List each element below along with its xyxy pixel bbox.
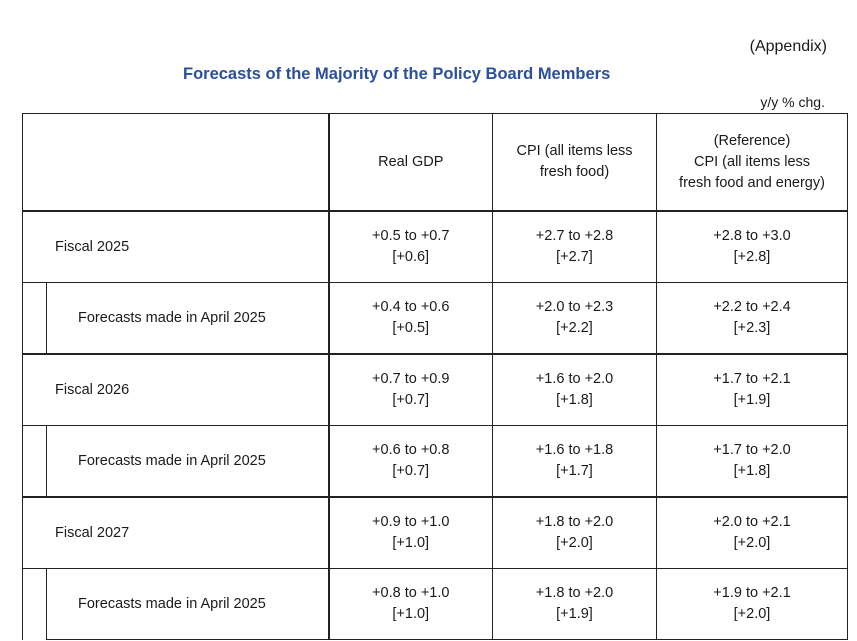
cell-real-gdp: +0.7 to +0.9 [+0.7] bbox=[328, 353, 493, 426]
cell-cpi-reference: +1.7 to +2.0 [+1.8] bbox=[656, 425, 848, 498]
table-row: Forecasts made in April 2025 +0.4 to +0.… bbox=[22, 282, 848, 355]
cell-cpi: +2.7 to +2.8 [+2.7] bbox=[492, 210, 657, 283]
table-row: Fiscal 2027 +0.9 to +1.0 [+1.0] +1.8 to +… bbox=[22, 496, 848, 569]
table-row: Forecasts made in April 2025 +0.6 to +0.… bbox=[22, 425, 848, 498]
cell-cpi-reference: +2.0 to +2.1 [+2.0] bbox=[656, 496, 848, 569]
header-corner bbox=[22, 113, 330, 212]
header-cpi-reference: (Reference) CPI (all items less fresh food… bbox=[656, 113, 848, 212]
row-label: Fiscal 2025 bbox=[22, 210, 330, 283]
row-label: Forecasts made in April 2025 bbox=[46, 425, 330, 498]
forecast-table: Real GDP CPI (all items less fresh food) … bbox=[22, 113, 848, 640]
cell-cpi-reference: +2.8 to +3.0 [+2.8] bbox=[656, 210, 848, 283]
unit-label: y/y % chg. bbox=[760, 94, 825, 110]
cell-cpi-reference: +1.9 to +2.1 [+2.0] bbox=[656, 568, 848, 640]
cell-cpi-reference: +1.7 to +2.1 [+1.9] bbox=[656, 353, 848, 426]
cell-real-gdp: +0.9 to +1.0 [+1.0] bbox=[328, 496, 493, 569]
cell-real-gdp: +0.5 to +0.7 [+0.6] bbox=[328, 210, 493, 283]
row-label: Fiscal 2026 bbox=[22, 353, 330, 426]
header-real-gdp: Real GDP bbox=[328, 113, 493, 212]
cell-cpi: +2.0 to +2.3 [+2.2] bbox=[492, 282, 657, 355]
cell-cpi: +1.8 to +2.0 [+1.9] bbox=[492, 568, 657, 640]
header-cpi: CPI (all items less fresh food) bbox=[492, 113, 657, 212]
indent-spacer bbox=[22, 568, 47, 640]
cell-cpi: +1.6 to +2.0 [+1.8] bbox=[492, 353, 657, 426]
cell-real-gdp: +0.6 to +0.8 [+0.7] bbox=[328, 425, 493, 498]
row-label: Fiscal 2027 bbox=[22, 496, 330, 569]
cell-real-gdp: +0.4 to +0.6 [+0.5] bbox=[328, 282, 493, 355]
indent-spacer bbox=[22, 282, 47, 355]
row-label: Forecasts made in April 2025 bbox=[46, 282, 330, 355]
page-title: Forecasts of the Majority of the Policy … bbox=[183, 65, 611, 83]
indent-spacer bbox=[22, 425, 47, 498]
table-row: Fiscal 2026 +0.7 to +0.9 [+0.7] +1.6 to +… bbox=[22, 353, 848, 426]
appendix-label: (Appendix) bbox=[749, 38, 827, 55]
table-row: Fiscal 2025 +0.5 to +0.7 [+0.6] +2.7 to +… bbox=[22, 210, 848, 283]
table-row: Forecasts made in April 2025 +0.8 to +1.… bbox=[22, 568, 848, 640]
row-label: Forecasts made in April 2025 bbox=[46, 568, 330, 640]
cell-cpi: +1.8 to +2.0 [+2.0] bbox=[492, 496, 657, 569]
cell-real-gdp: +0.8 to +1.0 [+1.0] bbox=[328, 568, 493, 640]
cell-cpi-reference: +2.2 to +2.4 [+2.3] bbox=[656, 282, 848, 355]
cell-cpi: +1.6 to +1.8 [+1.7] bbox=[492, 425, 657, 498]
